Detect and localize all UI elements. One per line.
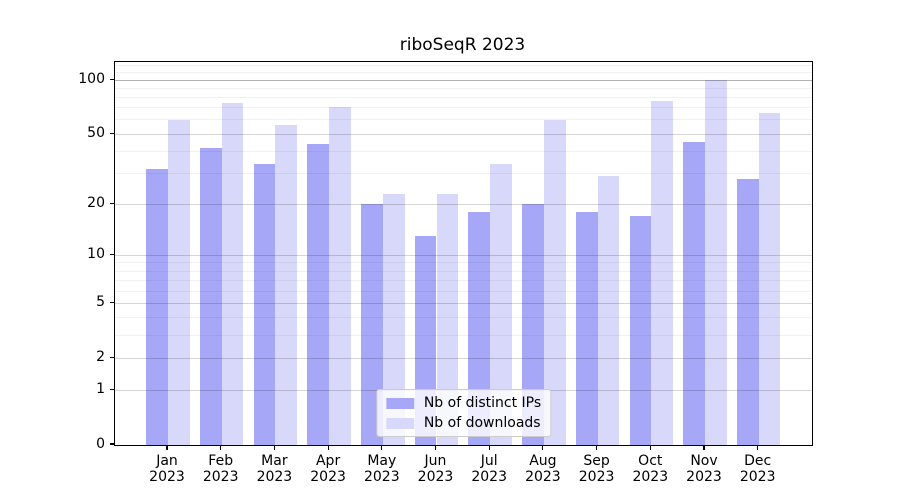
- x-tick-mark: [703, 445, 705, 450]
- y-tick-label: 50: [87, 125, 105, 142]
- bar-aug-distinct-ips: [522, 204, 544, 445]
- x-tick-label-nov: Nov 2023: [686, 453, 722, 485]
- minor-gridline: [115, 150, 812, 152]
- minor-gridline: [115, 290, 812, 292]
- x-tick-mark: [381, 445, 383, 450]
- y-tick-mark: [110, 388, 114, 390]
- major-gridline: [115, 203, 812, 205]
- minor-gridline: [115, 65, 812, 67]
- legend: Nb of distinct IPs Nb of downloads: [375, 389, 552, 437]
- y-tick-mark: [110, 356, 114, 358]
- x-tick-mark: [220, 445, 222, 450]
- bar-may-downloads: [382, 193, 405, 445]
- legend-label-distinct-ips: Nb of distinct IPs: [423, 395, 542, 411]
- y-tick-label: 20: [87, 195, 105, 212]
- x-tick-mark: [542, 445, 544, 450]
- y-tick-label: 1: [96, 381, 105, 398]
- bar-dec-distinct-ips: [736, 178, 759, 445]
- bar-apr-distinct-ips: [307, 144, 330, 445]
- bar-oct-downloads: [651, 100, 674, 445]
- bar-apr-downloads: [329, 106, 351, 445]
- x-tick-mark: [488, 445, 490, 450]
- chart-title: riboSeqR 2023: [399, 35, 526, 55]
- minor-gridline: [115, 280, 812, 282]
- y-tick-mark: [110, 443, 114, 445]
- y-tick-mark: [110, 132, 114, 134]
- major-gridline: [115, 302, 812, 304]
- x-tick-label-feb: Feb 2023: [202, 453, 239, 485]
- y-tick-mark: [110, 253, 114, 255]
- x-tick-label-dec: Dec 2023: [739, 453, 776, 485]
- bar-may-distinct-ips: [361, 204, 383, 445]
- minor-gridline: [115, 334, 812, 336]
- minor-gridline: [115, 172, 812, 174]
- x-tick-label-sep: Sep 2023: [578, 453, 615, 485]
- bar-mar-distinct-ips: [253, 163, 276, 445]
- major-gridline: [115, 133, 812, 135]
- minor-gridline: [115, 270, 812, 272]
- bar-feb-downloads: [221, 102, 244, 445]
- minor-gridline: [115, 87, 812, 89]
- legend-item-downloads: Nb of downloads: [385, 415, 541, 431]
- x-tick-mark: [596, 445, 598, 450]
- x-tick-mark: [273, 445, 275, 450]
- minor-gridline: [115, 119, 812, 121]
- x-tick-label-jun: Jun 2023: [417, 453, 454, 485]
- bar-mar-downloads: [275, 125, 298, 445]
- bar-feb-distinct-ips: [199, 147, 222, 445]
- legend-swatch-distinct-ips: [385, 397, 414, 409]
- bar-dec-downloads: [758, 112, 781, 445]
- bar-jan-downloads: [168, 119, 190, 445]
- minor-gridline: [115, 72, 812, 74]
- x-tick-label-apr: Apr 2023: [310, 453, 346, 485]
- x-tick-label-jul: Jul 2023: [471, 453, 508, 485]
- minor-gridline: [115, 97, 812, 99]
- x-tick-mark: [327, 445, 329, 450]
- x-tick-label-may: May 2023: [363, 453, 400, 485]
- x-tick-label-mar: Mar 2023: [256, 453, 293, 485]
- y-tick-mark: [110, 78, 114, 80]
- bar-jul-downloads: [490, 163, 512, 445]
- x-tick-mark: [649, 445, 651, 450]
- minor-gridline: [115, 107, 812, 109]
- x-tick-mark: [166, 445, 168, 450]
- x-tick-mark: [434, 445, 437, 450]
- major-gridline: [115, 254, 812, 256]
- y-tick-mark: [110, 301, 114, 303]
- x-tick-label-oct: Oct 2023: [632, 453, 669, 485]
- bar-nov-distinct-ips: [683, 142, 705, 445]
- x-tick-mark: [757, 445, 759, 450]
- plot-area: Nb of distinct IPs Nb of downloads: [114, 61, 813, 446]
- bar-jul-distinct-ips: [468, 212, 491, 445]
- bar-jan-distinct-ips: [146, 168, 168, 445]
- minor-gridline: [115, 262, 812, 264]
- y-tick-mark: [110, 202, 114, 204]
- bar-oct-distinct-ips: [629, 216, 652, 445]
- legend-label-downloads: Nb of downloads: [423, 415, 541, 431]
- bar-aug-downloads: [543, 119, 566, 445]
- legend-item-distinct-ips: Nb of distinct IPs: [385, 395, 542, 411]
- bar-sep-distinct-ips: [575, 212, 598, 445]
- major-gridline: [115, 357, 812, 359]
- major-gridline: [115, 79, 812, 81]
- x-tick-label-aug: Aug 2023: [525, 453, 561, 485]
- minor-gridline: [115, 317, 812, 319]
- bar-nov-downloads: [705, 80, 727, 445]
- legend-swatch-downloads: [385, 417, 414, 429]
- y-tick-label: 2: [96, 349, 105, 366]
- bar-jun-downloads: [436, 193, 459, 445]
- x-tick-label-jan: Jan 2023: [149, 453, 185, 485]
- bar-sep-downloads: [597, 176, 620, 445]
- y-tick-label: 10: [87, 246, 105, 263]
- y-tick-label: 100: [78, 71, 105, 88]
- y-tick-label: 5: [96, 294, 105, 311]
- y-tick-label: 0: [96, 436, 105, 452]
